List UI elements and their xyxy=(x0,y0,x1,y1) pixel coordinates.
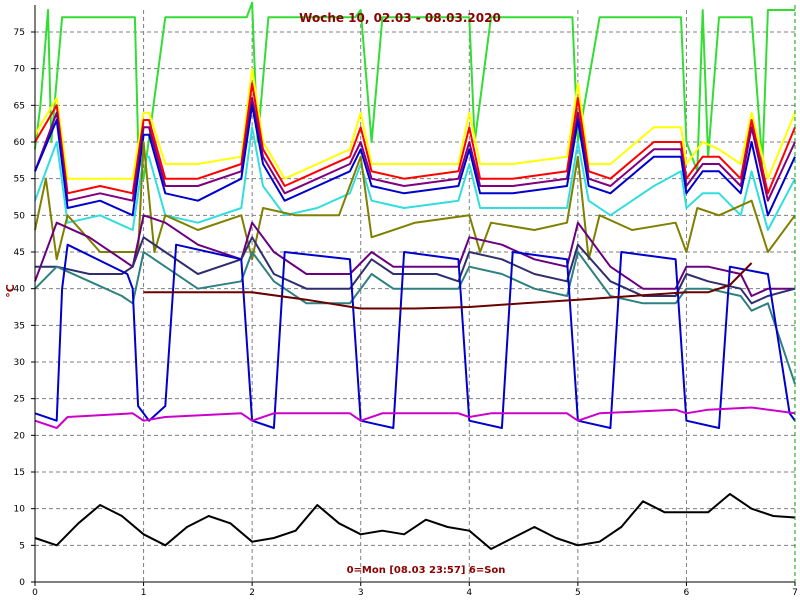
chart-subtitle: 0=Mon [08.03 23:57] 6=Son xyxy=(347,565,506,576)
y-tick-label: 45 xyxy=(14,248,25,258)
x-tick-label: 0 xyxy=(32,588,38,598)
y-tick-label: 55 xyxy=(14,175,25,185)
series-line-8 xyxy=(34,214,795,297)
series-line-3 xyxy=(34,82,796,195)
series-line-5 xyxy=(34,104,796,217)
y-tick-label: 40 xyxy=(14,285,26,295)
x-tick-label: 1 xyxy=(141,588,147,598)
y-tick-label: 20 xyxy=(14,431,26,441)
series-line-4 xyxy=(34,97,796,202)
series-line-13 xyxy=(34,406,796,429)
series-line-10 xyxy=(34,251,796,385)
y-tick-label: 75 xyxy=(14,28,25,38)
x-tick-label: 3 xyxy=(358,588,364,598)
y-tick-label: 25 xyxy=(14,395,25,405)
y-axis-label: °C xyxy=(4,284,17,298)
y-tick-label: 50 xyxy=(14,211,26,221)
series-line-11 xyxy=(34,243,796,429)
series-line-2 xyxy=(34,67,796,180)
y-tick-label: 10 xyxy=(14,505,26,515)
y-tick-label: 60 xyxy=(14,138,26,148)
y-tick-label: 15 xyxy=(14,468,25,478)
series-line-1 xyxy=(34,1,795,180)
chart-title: Woche 10, 02.03 - 08.03.2020 xyxy=(299,11,501,25)
x-tick-label: 6 xyxy=(684,588,690,598)
series-line-6 xyxy=(34,126,796,231)
y-tick-label: 70 xyxy=(14,65,26,75)
series-line-12 xyxy=(143,262,753,310)
x-tick-label: 5 xyxy=(575,588,581,598)
y-tick-label: 35 xyxy=(14,321,25,331)
y-tick-label: 0 xyxy=(19,578,25,588)
x-tick-label: 7 xyxy=(792,588,798,598)
x-tick-label: 4 xyxy=(466,588,472,598)
series-line-7 xyxy=(34,141,796,261)
y-tick-label: 65 xyxy=(14,101,25,111)
series-layer xyxy=(34,1,796,550)
series-line-9 xyxy=(35,236,796,305)
x-tick-label: 2 xyxy=(249,588,255,598)
y-tick-label: 5 xyxy=(19,541,25,551)
y-tick-label: 30 xyxy=(14,358,26,368)
series-line-14 xyxy=(34,493,796,550)
